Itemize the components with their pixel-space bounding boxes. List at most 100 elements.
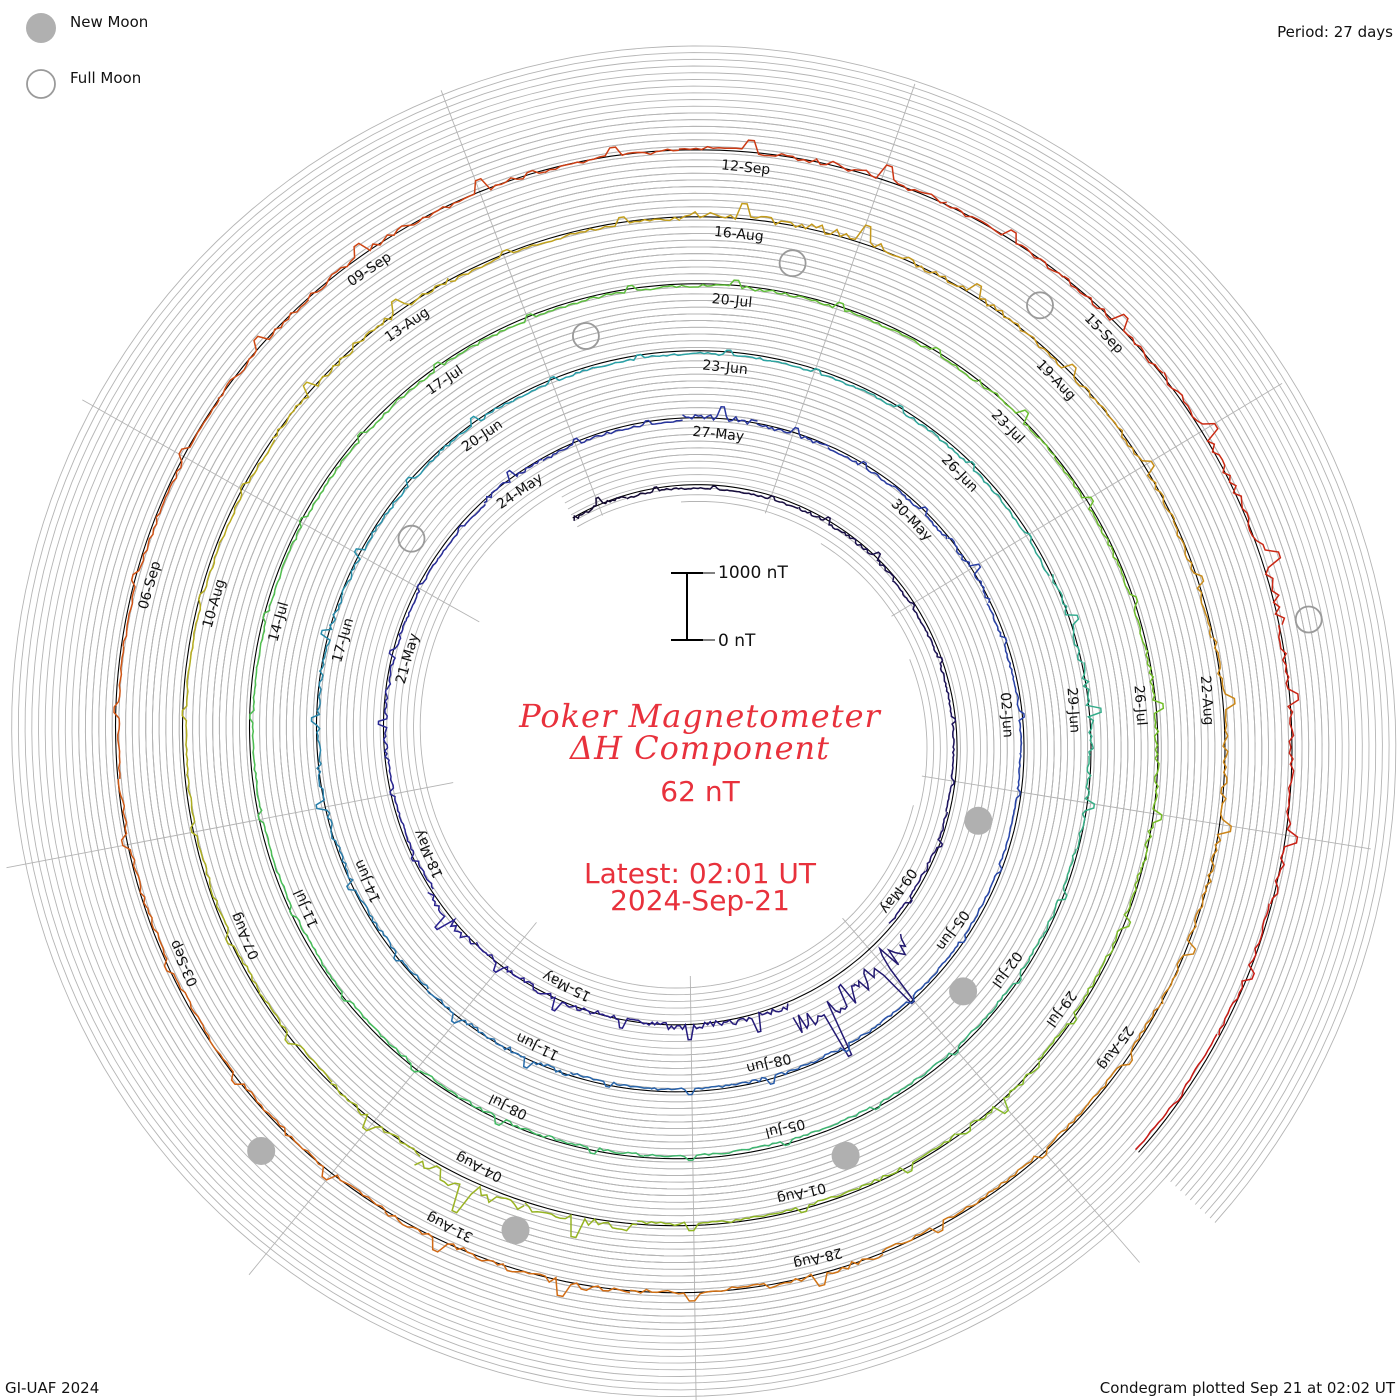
delta-h-trace-segment bbox=[987, 936, 1043, 1016]
delta-h-trace-segment bbox=[1163, 372, 1237, 494]
delta-h-trace-segment bbox=[637, 1217, 750, 1232]
delta-h-trace-segment bbox=[209, 887, 261, 993]
delta-h-trace-segment bbox=[272, 350, 354, 439]
date-label: 22-Aug bbox=[1197, 675, 1217, 726]
delta-h-trace-segment bbox=[502, 1264, 631, 1298]
delta-h-trace-segment bbox=[386, 620, 406, 690]
date-label: 27-May bbox=[692, 424, 745, 445]
delta-h-trace-segment bbox=[255, 569, 283, 669]
delta-h-trace-segment bbox=[375, 922, 429, 990]
delta-h-trace-segment bbox=[330, 1082, 421, 1157]
delta-h-trace-segment bbox=[610, 419, 683, 435]
delta-h-trace-segment bbox=[113, 646, 125, 779]
delta-h-trace-segment bbox=[382, 451, 441, 519]
delta-h-trace-segment bbox=[856, 387, 936, 435]
new-moon-marker bbox=[501, 1216, 530, 1245]
delta-h-trace-segment bbox=[405, 557, 439, 622]
delta-h-trace-segment bbox=[438, 503, 486, 559]
grid-spoke bbox=[82, 399, 480, 623]
date-label: 11-Jun bbox=[514, 1029, 562, 1063]
credit-label: GI-UAF 2024 bbox=[5, 1379, 100, 1397]
delta-h-trace-segment bbox=[798, 506, 851, 539]
latest-time: Latest: 02:01 UT bbox=[583, 857, 817, 890]
chart-title: Poker Magnetometer bbox=[519, 697, 881, 735]
delta-h-trace-segment bbox=[379, 1034, 459, 1098]
delta-h-trace-segment bbox=[146, 907, 205, 1027]
delta-h-trace-segment bbox=[426, 989, 495, 1041]
delta-h-trace-segment bbox=[681, 349, 772, 362]
delta-h-trace-segment bbox=[1107, 414, 1176, 521]
delta-h-trace-segment bbox=[1145, 649, 1165, 760]
delta-h-trace-segment bbox=[1212, 637, 1236, 763]
delta-h-trace-segment bbox=[217, 299, 310, 400]
scale-bar-layer bbox=[671, 572, 715, 641]
date-label: 23-Jun bbox=[702, 358, 749, 379]
grid-spoke bbox=[248, 922, 537, 1276]
scale-bottom-label: 0 nT bbox=[718, 631, 756, 651]
date-label: 08-Jun bbox=[745, 1050, 793, 1077]
delta-h-trace-segment bbox=[792, 983, 857, 1058]
delta-h-trace-segment bbox=[732, 1062, 811, 1086]
delta-h-trace-segment bbox=[418, 169, 545, 223]
delta-h-trace-segment bbox=[1134, 1033, 1218, 1151]
delta-h-trace-segment bbox=[758, 1253, 884, 1289]
delta-h-trace-segment bbox=[925, 630, 948, 689]
date-label: 15-Sep bbox=[1081, 311, 1127, 358]
delta-h-trace-segment bbox=[937, 903, 985, 970]
grid-spoke bbox=[440, 90, 603, 516]
delta-h-trace-segment bbox=[724, 1003, 789, 1033]
delta-h-trace-segment bbox=[511, 366, 595, 403]
scale-top-label: 1000 nT bbox=[718, 563, 788, 583]
delta-h-trace-segment bbox=[982, 829, 1011, 904]
delta-h-trace-segment bbox=[395, 340, 482, 402]
grid-spoke bbox=[689, 975, 697, 1400]
delta-h-trace-segment bbox=[770, 360, 857, 390]
delta-h-trace-segment bbox=[427, 891, 475, 945]
delta-h-trace-segment bbox=[318, 594, 343, 680]
legend-new-moon-label: New Moon bbox=[70, 13, 149, 31]
delta-h-trace-segment bbox=[387, 759, 405, 828]
full-moon-marker bbox=[572, 322, 600, 350]
delta-h-trace-segment bbox=[833, 1077, 918, 1126]
date-label: 23-Jul bbox=[988, 407, 1028, 447]
delta-h-trace-segment bbox=[679, 202, 802, 228]
delta-h-trace-segment bbox=[1141, 758, 1163, 868]
delta-h-trace-segment bbox=[827, 446, 893, 487]
delta-h-trace-segment bbox=[1218, 903, 1270, 1036]
delta-h-trace-segment bbox=[644, 1148, 742, 1162]
delta-h-trace-segment bbox=[577, 284, 682, 304]
delta-h-trace-segment bbox=[530, 982, 592, 1015]
delta-h-trace-segment bbox=[569, 1071, 651, 1090]
delta-h-trace-segment bbox=[1052, 574, 1084, 664]
delta-h-trace-segment bbox=[185, 773, 212, 888]
date-label: 03-Sep bbox=[167, 937, 202, 989]
delta-h-trace-segment bbox=[475, 941, 532, 984]
delta-h-trace-segment bbox=[749, 1187, 859, 1219]
new-moon-marker bbox=[247, 1137, 276, 1165]
delta-h-trace-segment bbox=[307, 221, 420, 300]
delta-h-trace-segment bbox=[1277, 625, 1300, 766]
delta-h-trace-segment bbox=[573, 496, 627, 521]
delta-h-trace-segment bbox=[630, 1283, 759, 1302]
delta-h-trace-segment bbox=[542, 431, 611, 462]
delta-h-trace-segment bbox=[915, 265, 1022, 330]
delta-h-trace-segment bbox=[1161, 885, 1207, 1005]
delta-h-trace-segment bbox=[117, 778, 148, 909]
delta-h-trace-segment bbox=[1019, 329, 1109, 416]
delta-h-trace-segment bbox=[626, 486, 684, 500]
legend-layer bbox=[26, 13, 56, 99]
delta-h-trace-segment bbox=[1086, 1002, 1162, 1106]
new-moon-icon bbox=[26, 13, 56, 43]
delta-h-trace-segment bbox=[480, 302, 578, 342]
delta-h-trace-segment bbox=[756, 423, 829, 447]
delta-h-trace-segment bbox=[274, 867, 320, 958]
delta-h-trace-segment bbox=[881, 1189, 994, 1253]
delta-h-trace-segment bbox=[945, 688, 957, 751]
date-label: 17-Jun bbox=[329, 616, 357, 664]
latest-date: 2024-Sep-21 bbox=[610, 884, 790, 917]
delta-h-trace-segment bbox=[917, 1014, 989, 1079]
delta-h-trace-segment bbox=[682, 406, 758, 426]
delta-h-trace-segment bbox=[218, 439, 276, 545]
date-label: 09-Sep bbox=[345, 249, 395, 290]
date-label: 08-Jul bbox=[487, 1090, 530, 1122]
